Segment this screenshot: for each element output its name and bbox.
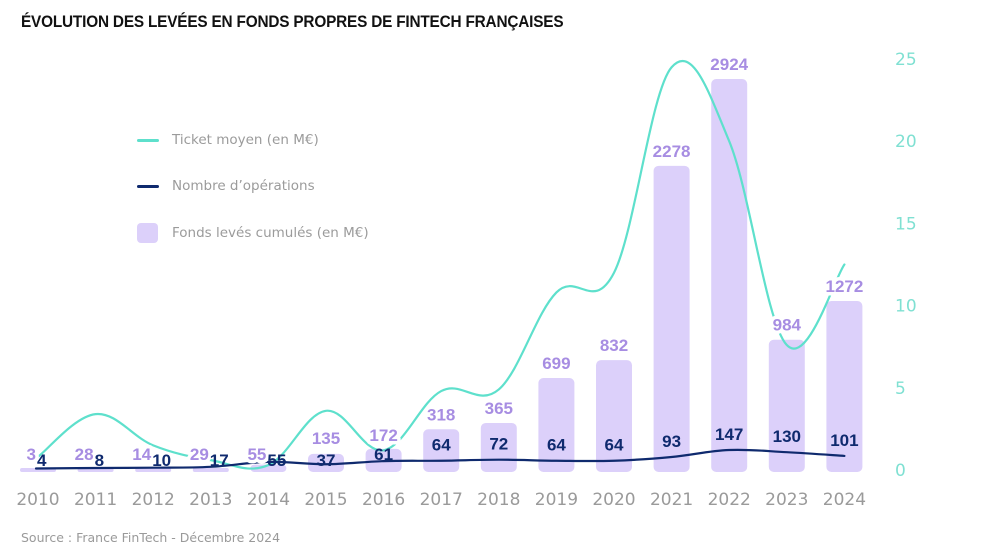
operations-label-2018: 72 xyxy=(489,435,508,454)
funds-label-2016: 172 xyxy=(369,426,397,445)
funds-label-2019: 699 xyxy=(542,354,570,373)
bar-2024 xyxy=(826,301,863,472)
operations-label-2013: 17 xyxy=(210,451,229,470)
x-tick-2024: 2024 xyxy=(823,490,866,510)
operations-label-2015: 37 xyxy=(317,451,336,470)
legend-funds-swatch-icon xyxy=(137,223,158,243)
funds-label-2021: 2278 xyxy=(653,142,691,161)
funds-label-2014: 55 xyxy=(247,445,266,464)
chart-title: ÉVOLUTION DES LEVÉES EN FONDS PROPRES DE… xyxy=(21,13,564,31)
funds-label-2010: 3 xyxy=(27,445,36,464)
operations-label-2022: 147 xyxy=(715,425,743,444)
y-right-tick-10: 10 xyxy=(895,297,917,317)
x-tick-2013: 2013 xyxy=(189,490,232,510)
x-tick-2022: 2022 xyxy=(708,490,751,510)
bars-layer xyxy=(20,79,863,473)
operations-label-2012: 10 xyxy=(152,451,171,470)
operations-line-layer xyxy=(34,448,846,470)
bar-2014 xyxy=(250,464,287,472)
y-right-tick-25: 25 xyxy=(895,50,917,70)
funds-label-2011: 28 xyxy=(75,445,94,464)
x-tick-2015: 2015 xyxy=(304,490,347,510)
bar-2012 xyxy=(135,468,172,472)
legend-item-operations: Nombre d’opérations xyxy=(137,178,315,194)
operations-label-2010: 4 xyxy=(37,451,47,470)
bar-2023 xyxy=(768,339,805,472)
x-tick-2010: 2010 xyxy=(16,490,59,510)
ticket-line-layer xyxy=(36,59,846,470)
x-tick-2019: 2019 xyxy=(535,490,578,510)
legend-ticket-line-icon xyxy=(137,138,159,142)
funds-label-2018: 365 xyxy=(485,399,513,418)
operations-label-2017: 64 xyxy=(432,436,451,455)
x-tick-2023: 2023 xyxy=(765,490,808,510)
funds-label-2023: 984 xyxy=(773,316,802,335)
legend-label: Nombre d’opérations xyxy=(172,178,315,194)
operations-label-2021: 93 xyxy=(662,432,681,451)
x-tick-2014: 2014 xyxy=(247,490,290,510)
bar-2013 xyxy=(192,468,229,472)
legend-label: Fonds levés cumulés (en M€) xyxy=(172,225,369,241)
legend-item-ticket: Ticket moyen (en M€) xyxy=(137,132,319,148)
funds-label-2017: 318 xyxy=(427,405,455,424)
funds-label-2024: 1272 xyxy=(825,277,863,296)
x-tick-2016: 2016 xyxy=(362,490,405,510)
operations-label-2011: 8 xyxy=(95,451,104,470)
funds-label-2013: 29 xyxy=(190,445,209,464)
bar-2019 xyxy=(538,378,575,472)
x-tick-2018: 2018 xyxy=(477,490,520,510)
source-note: Source : France FinTech - Décembre 2024 xyxy=(21,530,281,545)
y-right-tick-5: 5 xyxy=(895,379,906,399)
x-axis: 2010 2011 2012 2013 2014 2015 2016 2017 2018 2019… xyxy=(16,490,866,510)
operations-label-2020: 64 xyxy=(605,436,624,455)
operations-label-2024: 101 xyxy=(830,431,858,450)
y-right-tick-0: 0 xyxy=(895,461,906,481)
x-tick-2017: 2017 xyxy=(420,490,463,510)
y-right-tick-15: 15 xyxy=(895,214,917,234)
bar-2020 xyxy=(596,360,632,472)
operations-label-2019: 64 xyxy=(547,436,566,455)
operations-label-2014: 55 xyxy=(267,451,286,470)
legend-operations-line-icon xyxy=(137,184,159,188)
bar-2022 xyxy=(711,79,748,472)
legend-item-funds: Fonds levés cumulés (en M€) xyxy=(137,223,369,243)
funds-label-2015: 135 xyxy=(312,429,340,448)
bar-2021 xyxy=(653,165,690,473)
x-tick-2012: 2012 xyxy=(132,490,175,510)
x-tick-2020: 2020 xyxy=(592,490,635,510)
ticket-moyen-line xyxy=(36,59,846,470)
operations-label-2016: 61 xyxy=(374,445,393,464)
operations-label-2023: 130 xyxy=(773,427,801,446)
right-y-axis: 0 5 10 15 20 25 xyxy=(895,50,917,481)
funds-label-2020: 832 xyxy=(600,336,628,355)
x-tick-2011: 2011 xyxy=(74,490,117,510)
legend-label: Ticket moyen (en M€) xyxy=(172,132,319,148)
bar-2015 xyxy=(308,453,344,472)
x-tick-2021: 2021 xyxy=(650,490,693,510)
funds-label-2022: 2924 xyxy=(710,55,748,74)
funds-label-2012: 14 xyxy=(132,445,151,464)
y-right-tick-20: 20 xyxy=(895,132,917,152)
